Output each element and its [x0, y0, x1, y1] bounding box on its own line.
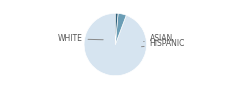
- Text: WHITE: WHITE: [58, 34, 103, 43]
- Text: HISPANIC: HISPANIC: [142, 39, 185, 48]
- Wedge shape: [84, 13, 147, 76]
- Wedge shape: [115, 13, 126, 44]
- Wedge shape: [115, 13, 118, 44]
- Text: ASIAN: ASIAN: [144, 34, 173, 43]
